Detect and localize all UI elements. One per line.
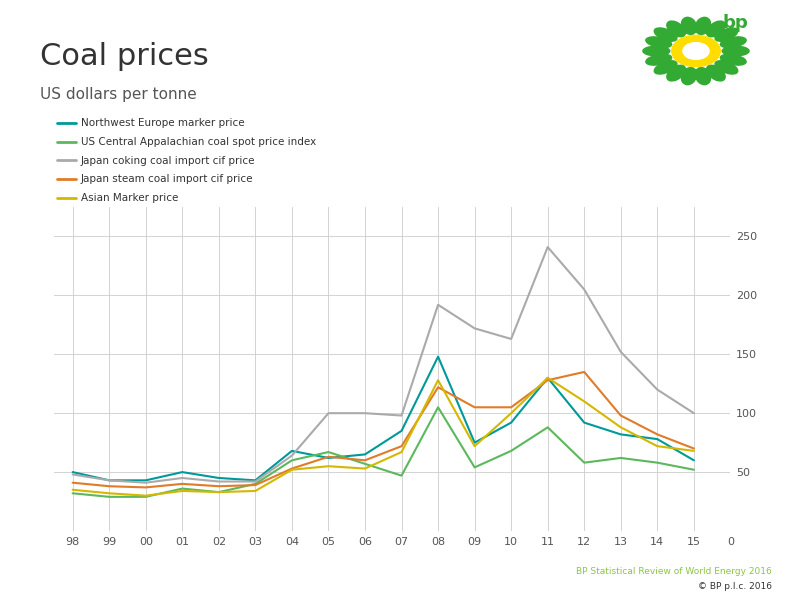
Text: Northwest Europe marker price: Northwest Europe marker price (81, 118, 245, 128)
Circle shape (672, 35, 720, 67)
Ellipse shape (695, 68, 710, 85)
Text: bp: bp (722, 13, 749, 31)
Ellipse shape (706, 65, 725, 81)
Ellipse shape (646, 37, 672, 47)
Ellipse shape (646, 55, 672, 65)
Text: © BP p.l.c. 2016: © BP p.l.c. 2016 (698, 582, 772, 591)
Text: Japan coking coal import cif price: Japan coking coal import cif price (81, 155, 255, 166)
Ellipse shape (695, 17, 710, 34)
Ellipse shape (682, 68, 697, 85)
Ellipse shape (654, 28, 677, 41)
Text: US Central Appalachian coal spot price index: US Central Appalachian coal spot price i… (81, 137, 316, 147)
Ellipse shape (720, 55, 746, 65)
Ellipse shape (715, 61, 738, 74)
Ellipse shape (654, 61, 677, 74)
Ellipse shape (720, 37, 746, 47)
Text: Asian Marker price: Asian Marker price (81, 193, 178, 203)
Text: Japan steam coal import cif price: Japan steam coal import cif price (81, 174, 254, 184)
Ellipse shape (667, 21, 686, 37)
Circle shape (683, 43, 709, 59)
Ellipse shape (706, 21, 725, 37)
Text: US dollars per tonne: US dollars per tonne (40, 87, 197, 102)
Text: BP Statistical Review of World Energy 2016: BP Statistical Review of World Energy 20… (576, 567, 772, 576)
Ellipse shape (667, 65, 686, 81)
Text: Coal prices: Coal prices (40, 42, 209, 71)
Ellipse shape (643, 46, 670, 56)
Ellipse shape (682, 17, 697, 34)
Ellipse shape (715, 28, 738, 41)
Ellipse shape (722, 46, 749, 56)
